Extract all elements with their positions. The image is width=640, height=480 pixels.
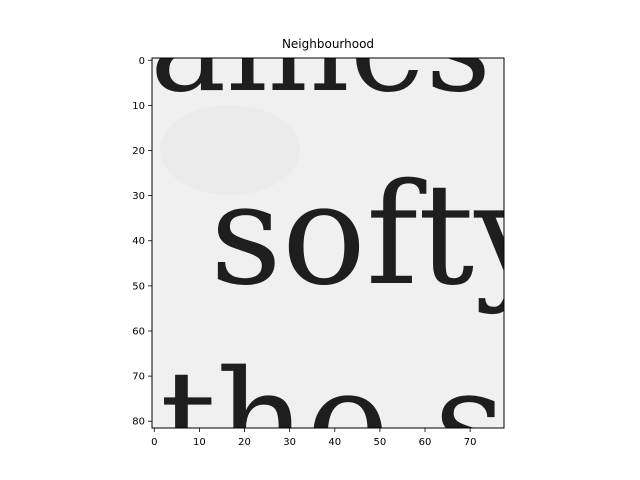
y-tick-label: 0 xyxy=(139,56,145,67)
x-tick-label: 0 xyxy=(151,437,157,448)
x-tick-label: 10 xyxy=(193,437,206,448)
y-tick-label: 80 xyxy=(132,417,145,428)
y-tick-label: 70 xyxy=(132,372,145,383)
text-line-focus: softy xyxy=(210,154,553,317)
x-tick-label: 70 xyxy=(464,437,477,448)
x-tick-label: 20 xyxy=(238,437,251,448)
y-tick-label: 30 xyxy=(132,191,145,202)
x-tick-label: 30 xyxy=(283,437,296,448)
paper-texture xyxy=(160,105,300,195)
x-tick-label: 50 xyxy=(374,437,387,448)
y-axis: 0 10 20 30 40 50 60 70 80 xyxy=(132,56,152,428)
y-tick-label: 50 xyxy=(132,281,145,292)
y-tick-label: 20 xyxy=(132,146,145,157)
axes-frame xyxy=(151,57,505,429)
text-line-top: aines xyxy=(150,0,491,121)
x-tick-label: 60 xyxy=(419,437,432,448)
y-tick-label: 60 xyxy=(132,326,145,337)
figure-title: Neighbourhood xyxy=(282,37,374,51)
x-tick-label: 40 xyxy=(328,437,341,448)
y-tick-label: 10 xyxy=(132,101,145,112)
image-patch: aines softy the s xyxy=(150,0,553,480)
x-axis: 0 10 20 30 40 50 60 70 xyxy=(151,428,477,448)
y-tick-label: 40 xyxy=(132,236,145,247)
text-line-bottom: the s xyxy=(160,341,506,480)
